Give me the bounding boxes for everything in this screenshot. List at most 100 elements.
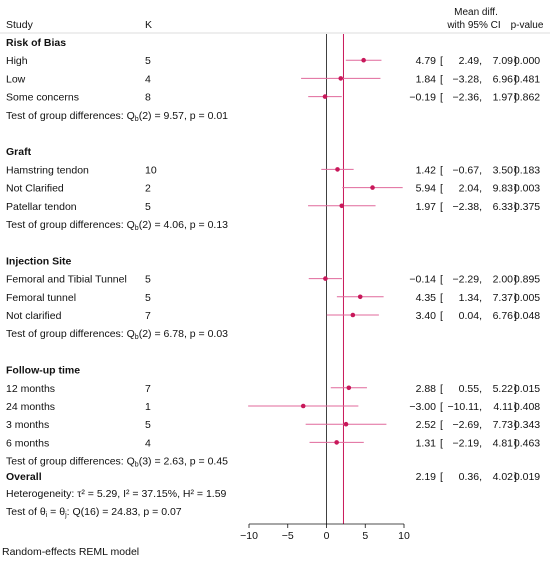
row-2-2-label: Not clarified: [6, 310, 62, 322]
row-0-2-pvalue: 0.862: [514, 92, 540, 104]
row-3-0-estimate-est: 2.88: [416, 383, 437, 395]
row-0-1-k: 4: [145, 73, 151, 85]
row-1-2-estimate-bracket-close: ]: [514, 201, 517, 213]
row-3-2-estimate-bracket-open: [: [440, 419, 443, 431]
row-1-0-estimate-bracket-close: ]: [514, 164, 517, 176]
row-3-3-k: 4: [145, 437, 151, 449]
group-test-suffix: (3) = 2.63, p = 0.45: [139, 456, 228, 468]
row-2-0-k: 5: [145, 274, 151, 286]
row-0-2-estimate: −0.19 [−2.36, 1.97]: [409, 92, 517, 104]
row-0-2-estimate-bracket-open: [: [440, 92, 443, 104]
group-test-sub: b: [135, 334, 139, 341]
row-0-0-estimate-bracket-close: ]: [514, 55, 517, 67]
overall-estimate-bracket-close: ]: [514, 471, 517, 483]
row-3-0-estimate-bracket-close: ]: [514, 383, 517, 395]
row-3-0-pvalue: 0.015: [514, 383, 540, 395]
row-2-2-estimate-hi: 6.76: [493, 310, 514, 322]
row-3-1-estimate-lo: −10.11,: [447, 401, 482, 413]
row-1-1-estimate-bracket-open: [: [440, 183, 443, 195]
overall-estimate-lo: 0.36,: [459, 471, 482, 483]
row-2-2-estimate-lo: 0.04,: [459, 310, 482, 322]
row-3-2-estimate-bracket-close: ]: [514, 419, 517, 431]
row-3-3-label: 6 months: [6, 437, 49, 449]
group-test-sub: b: [135, 116, 139, 123]
row-3-0-estimate-bracket-open: [: [440, 383, 443, 395]
row-2-2-estimate: 3.40[0.04, 6.76]: [416, 310, 517, 322]
row-1-2-estimate-bracket-open: [: [440, 201, 443, 213]
row-3-3-estimate: 1.31[−2.19, 4.81]: [416, 437, 517, 449]
row-0-0-pvalue: 0.000: [514, 55, 540, 67]
group-test-suffix: (2) = 9.57, p = 0.01: [139, 110, 228, 122]
overall-estimate-est: 2.19: [416, 471, 437, 483]
overall-heterogeneity: Heterogeneity: τ² = 5.29, I² = 37.15%, H…: [6, 488, 227, 500]
row-0-1-estimate-lo: −3.28,: [453, 73, 483, 85]
x-tick-label: 5: [362, 530, 368, 542]
row-0-1-pvalue: 0.481: [514, 73, 540, 85]
x-tick-label: 10: [398, 530, 410, 542]
row-0-1-marker: [338, 76, 344, 81]
row-2-1-estimate-bracket-close: ]: [514, 292, 517, 304]
row-1-0-estimate-lo: −0.67,: [453, 164, 483, 176]
row-0-2-marker: [322, 94, 328, 99]
row-0-2-k: 8: [145, 92, 151, 104]
x-axis: −10 −5 0 5 10: [240, 523, 410, 542]
row-0-2-label: Some concerns: [6, 92, 79, 104]
row-3-3-estimate-bracket-close: ]: [514, 437, 517, 449]
row-1-1-k: 2: [145, 183, 151, 195]
row-1-2-estimate-est: 1.97: [416, 201, 437, 213]
row-1-2-k: 5: [145, 201, 151, 213]
overall-test-suffix: : Q(16) = 24.83, p = 0.07: [67, 506, 182, 518]
row-3-1-k: 1: [145, 401, 151, 413]
row-1-1-estimate-lo: 2.04,: [459, 183, 482, 195]
row-2-0-estimate-bracket-close: ]: [514, 274, 517, 286]
row-3-1-label: 24 months: [6, 401, 55, 413]
group-title: Injection Site: [6, 255, 72, 267]
row-3-2-pvalue: 0.343: [514, 419, 540, 431]
row-2-1-marker: [357, 294, 363, 300]
row-2-1-label: Femoral tunnel: [6, 292, 76, 304]
row-2-0-marker: [323, 276, 328, 281]
row-3-0-k: 7: [145, 383, 151, 395]
group-test: Test of group differences: Qb(2) = 6.78,…: [6, 328, 228, 341]
overall-test-prefix: Test of θ: [6, 506, 46, 518]
group-test: Test of group differences: Qb(2) = 4.06,…: [6, 219, 228, 232]
row-3-1-estimate-est: −3.00: [409, 401, 436, 413]
row-2-0-pvalue: 0.895: [514, 274, 540, 286]
row-2-1-estimate-est: 4.35: [416, 292, 437, 304]
row-3-2-estimate-lo: −2.69,: [453, 419, 483, 431]
row-3-2-estimate: 2.52[−2.69, 7.73]: [416, 419, 517, 431]
row-0-2-estimate-hi: 1.97: [493, 92, 514, 104]
header-effect-line2: with 95% CI: [446, 20, 500, 31]
row-1-0-estimate-hi: 3.50: [493, 164, 514, 176]
row-3-0-estimate: 2.88[0.55, 5.22]: [416, 383, 517, 395]
row-3-1-marker: [300, 403, 306, 409]
group-test-suffix: (2) = 6.78, p = 0.03: [139, 328, 228, 340]
row-0-2-estimate-est: −0.19: [409, 92, 436, 104]
row-1-2-marker: [339, 203, 345, 209]
row-2-1-estimate-bracket-open: [: [440, 292, 443, 304]
row-2-2-k: 7: [145, 310, 151, 322]
group-title: Graft: [6, 146, 32, 158]
header-pvalue: p-value: [511, 20, 544, 31]
row-2-1-k: 5: [145, 292, 151, 304]
header-study: Study: [6, 19, 34, 31]
group-test: Test of group differences: Qb(2) = 9.57,…: [6, 110, 228, 123]
row-3-2-k: 5: [145, 419, 151, 431]
row-2-1-pvalue: 0.005: [514, 292, 540, 304]
row-2-0-estimate: −0.14 [−2.29, 2.00]: [409, 274, 517, 286]
row-2-1-estimate-lo: 1.34,: [459, 292, 482, 304]
row-1-1-marker: [370, 185, 375, 190]
row-2-1-estimate-hi: 7.37: [493, 292, 514, 304]
row-0-1-estimate-bracket-close: ]: [514, 73, 517, 85]
row-0-1-estimate-hi: 6.96: [493, 73, 514, 85]
footnote: Random-effects REML model: [2, 546, 139, 558]
row-1-0-marker: [335, 167, 340, 172]
overall-estimate-bracket-open: [: [440, 471, 443, 483]
group-test-prefix: Test of group differences: Q: [6, 328, 135, 340]
group-test-suffix: (2) = 4.06, p = 0.13: [139, 219, 228, 231]
group-test-sub: b: [135, 462, 139, 469]
row-1-1-estimate: 5.94[2.04, 9.83]: [416, 183, 517, 195]
overall-label: Overall: [6, 471, 42, 483]
row-1-0-label: Hamstring tendon: [6, 164, 89, 176]
